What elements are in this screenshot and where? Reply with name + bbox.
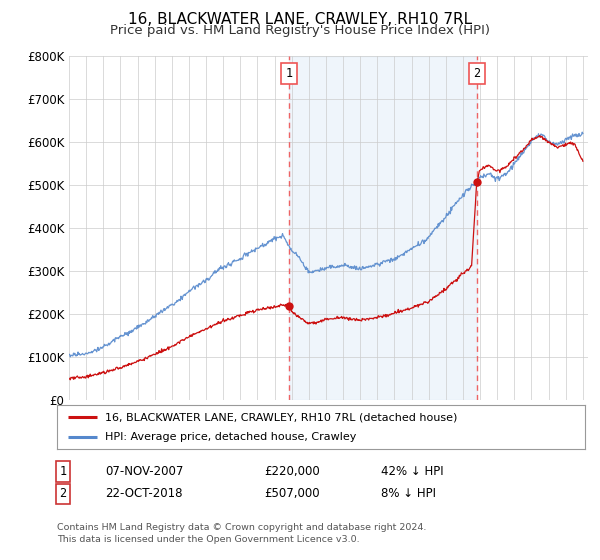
Text: £507,000: £507,000 [264,487,320,501]
Text: 2: 2 [473,67,481,80]
Text: 16, BLACKWATER LANE, CRAWLEY, RH10 7RL (detached house): 16, BLACKWATER LANE, CRAWLEY, RH10 7RL (… [104,412,457,422]
Text: HPI: Average price, detached house, Crawley: HPI: Average price, detached house, Craw… [104,432,356,442]
Text: 8% ↓ HPI: 8% ↓ HPI [381,487,436,501]
Text: This data is licensed under the Open Government Licence v3.0.: This data is licensed under the Open Gov… [57,535,359,544]
Text: 2: 2 [59,487,67,501]
Text: 42% ↓ HPI: 42% ↓ HPI [381,465,443,478]
Bar [289,56,477,400]
Text: 16, BLACKWATER LANE, CRAWLEY, RH10 7RL: 16, BLACKWATER LANE, CRAWLEY, RH10 7RL [128,12,472,27]
Text: 22-OCT-2018: 22-OCT-2018 [105,487,182,501]
Text: 1: 1 [286,67,293,80]
Text: Contains HM Land Registry data © Crown copyright and database right 2024.: Contains HM Land Registry data © Crown c… [57,523,427,532]
Text: 07-NOV-2007: 07-NOV-2007 [105,465,184,478]
Text: 1: 1 [59,465,67,478]
Text: Price paid vs. HM Land Registry's House Price Index (HPI): Price paid vs. HM Land Registry's House … [110,24,490,36]
Text: £220,000: £220,000 [264,465,320,478]
